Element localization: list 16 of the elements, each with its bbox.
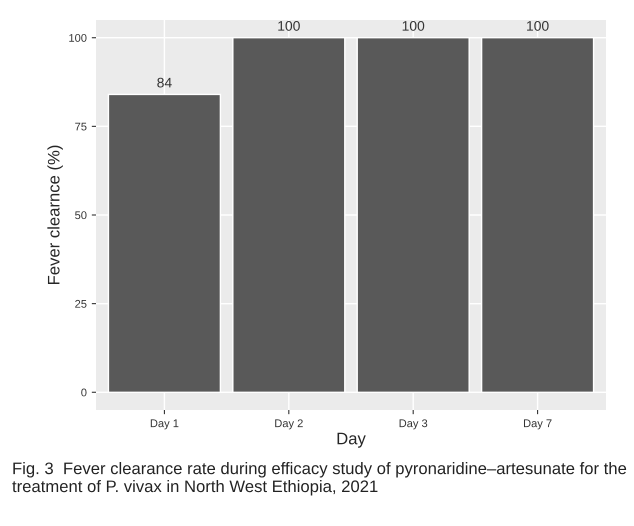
x-tick-label: Day 3 — [400, 419, 428, 430]
data-label: 100 — [527, 20, 549, 31]
x-tick-label: Day 7 — [524, 419, 552, 430]
y-tick-label: 75 — [75, 122, 87, 130]
x-tick-label: Day 1 — [150, 419, 178, 430]
x-axis-title: Day — [338, 432, 366, 448]
y-tick-label: 0 — [81, 388, 87, 396]
y-axis-title: Fever clearnce (%) — [47, 146, 63, 284]
caption: Fig. 3 Fever clearance rate during efficacy study of pyronaridine–artesunate for the treatment of P. vivax in North West Ethiopia, 2021 — [12, 462, 626, 496]
data-label: 100 — [278, 20, 300, 31]
data-label: 84 — [157, 78, 172, 88]
y-tick-label: 25 — [75, 300, 87, 308]
x-tick-label: Day 2 — [275, 419, 303, 430]
data-label: 100 — [402, 20, 424, 31]
y-tick-label: 100 — [69, 34, 87, 42]
y-tick-label: 50 — [75, 211, 87, 220]
